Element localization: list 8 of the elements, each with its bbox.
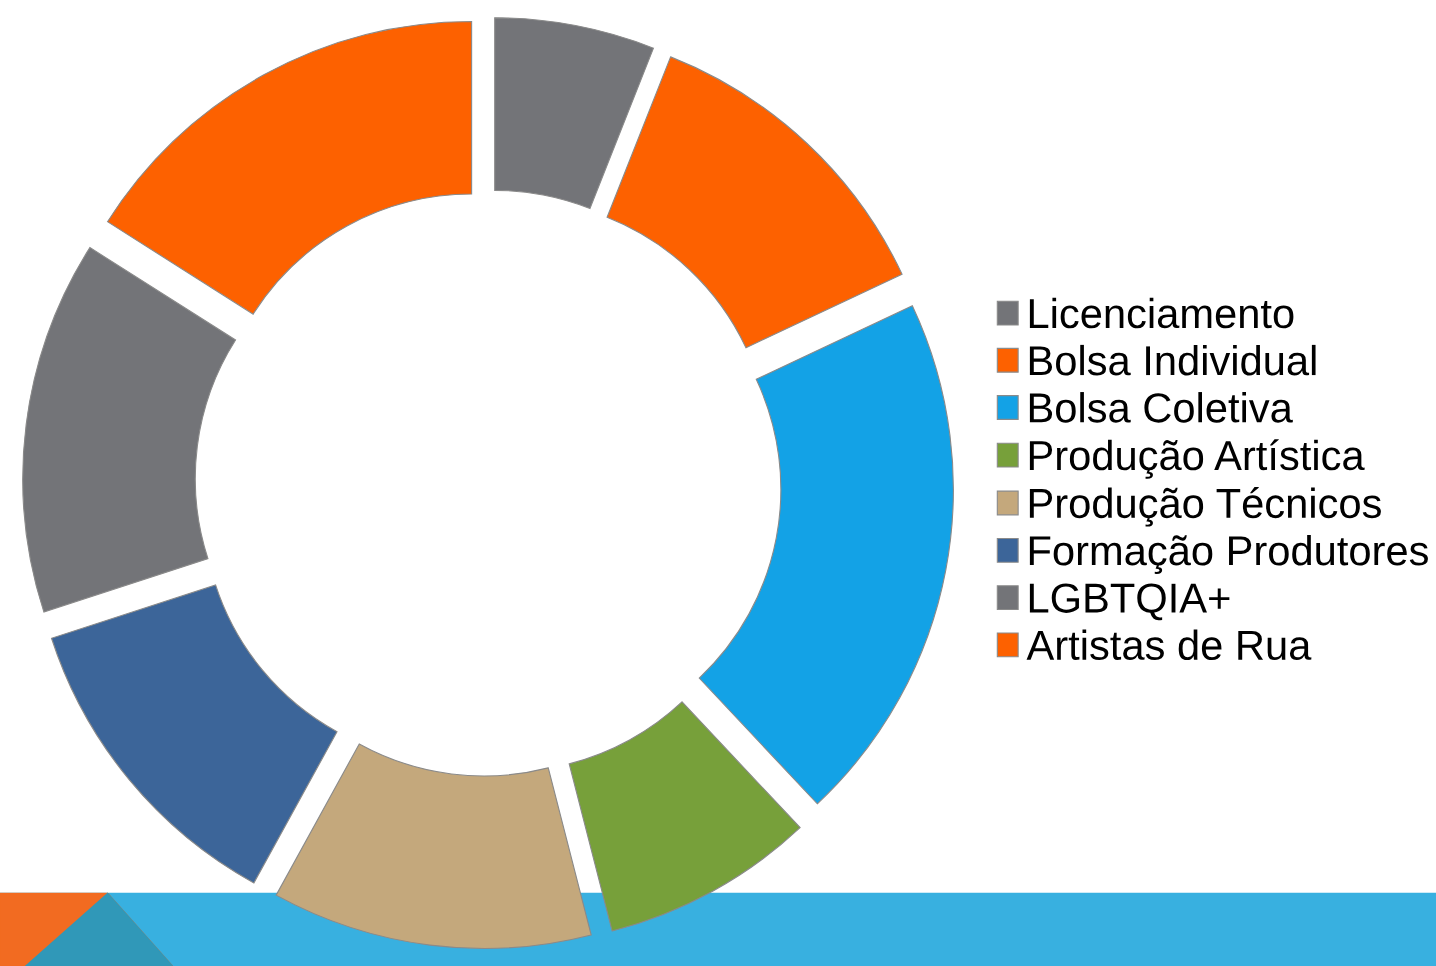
legend-label: Produção Artística: [1029, 439, 1365, 479]
legend-label: Bolsa Individual: [1029, 344, 1316, 376]
legend-label: Produção Técnicos: [1029, 487, 1381, 527]
legend-label: Licenciamento: [1029, 297, 1294, 329]
legend-label: Formação Produtores: [1029, 534, 1428, 574]
legend-label: Artistas de Rua: [1026, 629, 1312, 661]
legend-label: Bolsa Coletiva: [1029, 392, 1293, 423]
legend-label: LGBTQIA+: [1029, 583, 1230, 621]
